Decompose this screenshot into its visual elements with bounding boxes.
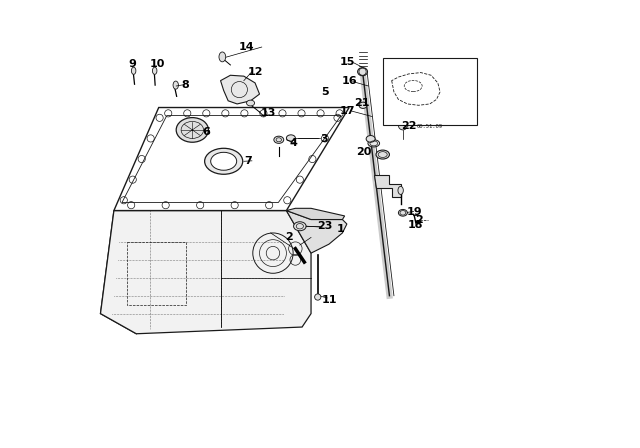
Text: 5: 5	[321, 87, 329, 97]
Bar	[383, 58, 477, 125]
Ellipse shape	[246, 100, 255, 106]
Text: 18: 18	[407, 220, 423, 230]
Text: 23: 23	[317, 221, 332, 231]
Ellipse shape	[398, 186, 403, 194]
Text: 1: 1	[336, 224, 344, 234]
Ellipse shape	[366, 135, 375, 142]
Text: 2: 2	[285, 233, 292, 242]
Text: 2: 2	[415, 215, 423, 224]
Polygon shape	[374, 175, 401, 197]
Text: 3: 3	[321, 134, 328, 144]
Text: 20: 20	[356, 147, 372, 157]
Ellipse shape	[376, 150, 390, 159]
Polygon shape	[100, 211, 150, 334]
Text: 00.51.09: 00.51.09	[417, 124, 443, 129]
Ellipse shape	[211, 152, 237, 170]
Ellipse shape	[359, 102, 367, 108]
Text: 15: 15	[340, 57, 355, 67]
Ellipse shape	[294, 222, 306, 231]
Text: 21: 21	[355, 98, 370, 108]
Ellipse shape	[152, 67, 157, 74]
Circle shape	[315, 294, 321, 300]
Text: 17: 17	[340, 106, 356, 116]
Ellipse shape	[205, 148, 243, 174]
Text: 4: 4	[289, 138, 297, 148]
Ellipse shape	[274, 136, 284, 143]
Text: 7: 7	[244, 156, 252, 166]
Text: 8: 8	[182, 80, 189, 90]
Ellipse shape	[398, 209, 408, 216]
Text: 9: 9	[128, 59, 136, 69]
Text: 19: 19	[406, 207, 422, 217]
Ellipse shape	[358, 68, 367, 76]
Text: 12: 12	[247, 67, 263, 77]
Text: 22: 22	[401, 121, 417, 131]
Polygon shape	[287, 211, 347, 253]
Ellipse shape	[219, 52, 226, 62]
Text: 13: 13	[260, 108, 276, 118]
Text: 6: 6	[203, 127, 211, 137]
Polygon shape	[221, 75, 260, 104]
Text: 14: 14	[238, 42, 254, 52]
Ellipse shape	[131, 67, 136, 74]
Polygon shape	[287, 208, 345, 220]
Text: 11: 11	[322, 295, 338, 305]
Text: 16: 16	[341, 76, 357, 86]
Text: 10: 10	[149, 59, 164, 69]
Ellipse shape	[176, 118, 209, 142]
Polygon shape	[114, 108, 349, 211]
Ellipse shape	[368, 140, 380, 147]
Circle shape	[398, 121, 408, 130]
Ellipse shape	[287, 135, 296, 141]
Ellipse shape	[173, 81, 179, 89]
Polygon shape	[100, 211, 311, 334]
